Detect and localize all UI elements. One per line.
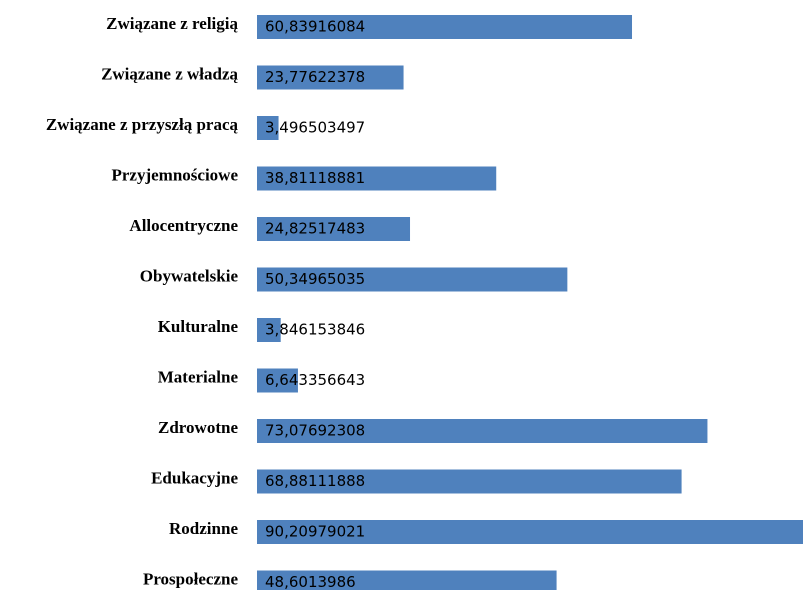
category-label: Obywatelskie <box>140 266 239 285</box>
value-label: 73,07692308 <box>265 422 365 440</box>
bar <box>257 469 682 494</box>
bar <box>257 15 633 39</box>
category-label: Związane z religią <box>106 14 238 33</box>
value-label: 68,88111888 <box>265 472 365 490</box>
value-label: 38,81118881 <box>265 169 365 187</box>
category-label: Rodzinne <box>169 519 238 538</box>
value-label: 90,20979021 <box>265 523 365 541</box>
bar <box>257 116 279 140</box>
bar <box>257 318 281 342</box>
category-label: Allocentryczne <box>129 216 238 235</box>
value-label: 50,34965035 <box>265 270 365 288</box>
category-label: Kulturalne <box>158 317 239 336</box>
bar <box>257 166 497 191</box>
category-label: Związane z przyszłą pracą <box>46 115 239 134</box>
category-label: Zdrowotne <box>158 418 238 437</box>
value-label: 23,77622378 <box>265 68 365 86</box>
category-label: Prospołeczne <box>143 569 239 588</box>
value-label: 24,82517483 <box>265 220 365 238</box>
category-label: Materialne <box>158 367 239 386</box>
value-label: 60,83916084 <box>265 18 365 36</box>
bar <box>257 217 411 241</box>
value-label: 6,643356643 <box>265 371 365 389</box>
bar <box>257 368 298 393</box>
bar <box>257 267 568 292</box>
bar <box>257 65 404 90</box>
value-label: 48,6013986 <box>265 573 356 590</box>
category-label: Edukacyjne <box>151 468 238 487</box>
bar <box>257 419 708 443</box>
value-label: 3,496503497 <box>265 119 365 137</box>
category-label: Związane z władzą <box>101 64 238 83</box>
bar <box>257 570 557 590</box>
bar <box>257 520 803 544</box>
value-label: 3,846153846 <box>265 321 365 339</box>
category-label: Przyjemnościowe <box>111 165 238 184</box>
